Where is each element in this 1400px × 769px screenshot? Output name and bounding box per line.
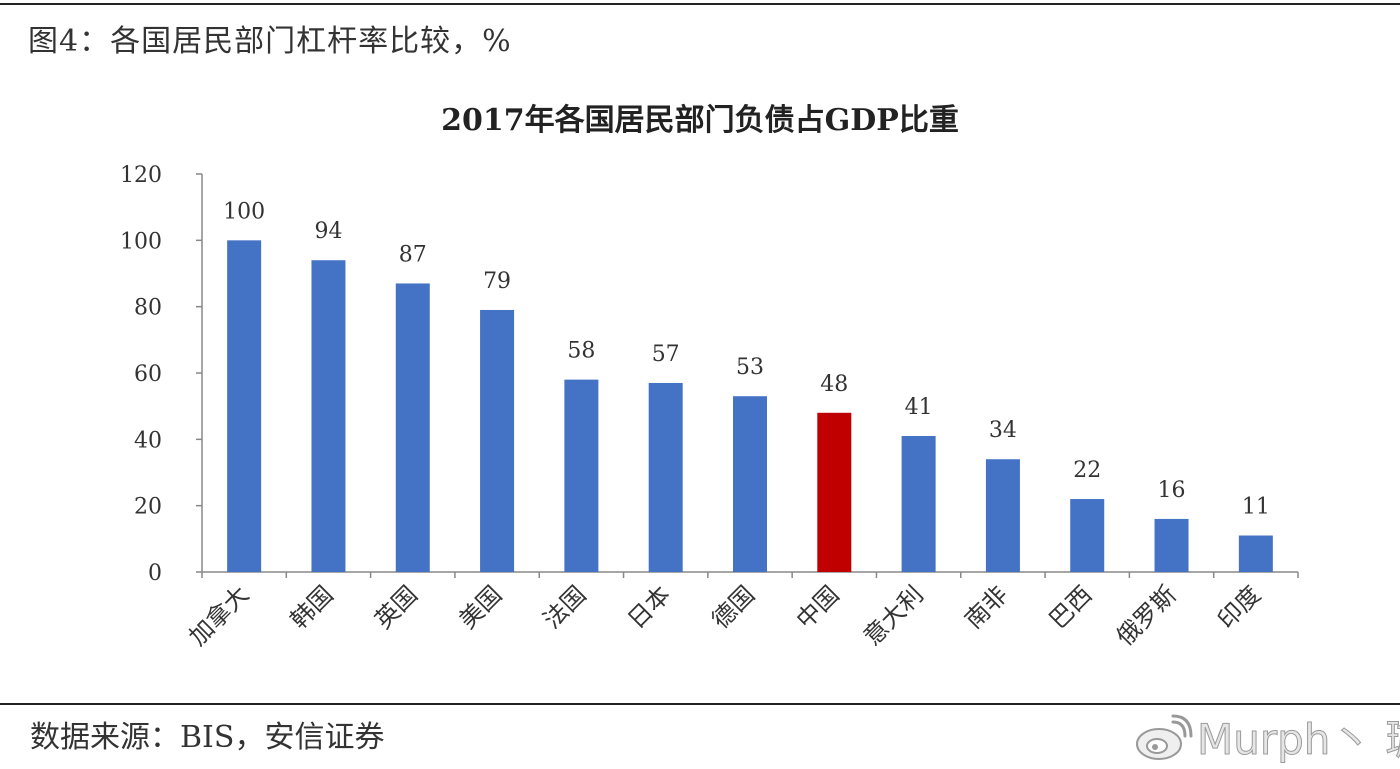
data-label: 100 xyxy=(223,199,265,224)
data-label: 41 xyxy=(905,395,933,420)
x-tick-label: 巴西 xyxy=(1044,580,1098,634)
bar-11 xyxy=(1154,518,1189,572)
figure-label: 图4：各国居民部门杠杆率比较，% xyxy=(28,24,512,59)
data-label: 22 xyxy=(1073,458,1101,483)
data-label: 87 xyxy=(399,242,427,267)
bottom-rule xyxy=(0,703,1400,705)
data-label: 48 xyxy=(820,372,848,397)
bar-9 xyxy=(985,459,1020,572)
weibo-logo-icon xyxy=(1136,714,1193,760)
y-tick-label: 20 xyxy=(134,495,162,520)
bar-0 xyxy=(227,240,262,573)
bar-3 xyxy=(480,309,515,572)
y-tick-label: 80 xyxy=(134,296,162,321)
x-tick-label: 俄罗斯 xyxy=(1111,580,1182,651)
y-tick-label: 0 xyxy=(148,561,162,586)
x-tick-label: 中国 xyxy=(791,580,845,634)
bar-7 xyxy=(817,412,852,572)
data-label: 79 xyxy=(483,269,511,294)
x-tick-label: 美国 xyxy=(454,580,508,634)
x-tick-label: 日本 xyxy=(622,580,676,634)
x-tick-label: 印度 xyxy=(1212,580,1266,634)
bar-chart: 2017年各国居民部门负债占GDP比重 0 20 40 60 80 100 120 100 加… xyxy=(120,103,1299,651)
chart-title: 2017年各国居民部门负债占GDP比重 xyxy=(441,103,959,138)
chart-labels: 100 加拿大 94 韩国 87 英国 79 美国 58 法国 57 日本 53 德国 48 中国 41 意大利 3… xyxy=(184,199,1270,651)
watermark: Murph丶 璇 xyxy=(1133,706,1400,767)
bar-2 xyxy=(395,283,430,572)
x-tick-label: 意大利 xyxy=(858,580,929,651)
data-label: 58 xyxy=(567,339,595,364)
x-tick-label: 英国 xyxy=(369,580,423,634)
data-label: 11 xyxy=(1242,495,1270,520)
x-tick-label: 法国 xyxy=(538,580,592,634)
data-label: 53 xyxy=(736,355,764,380)
data-label: 34 xyxy=(989,418,1017,443)
y-tick-label: 120 xyxy=(120,163,162,188)
bar-12 xyxy=(1238,535,1273,572)
data-label: 94 xyxy=(314,219,342,244)
data-label: 16 xyxy=(1158,478,1186,503)
chart-bars xyxy=(227,240,1273,573)
bar-5 xyxy=(648,382,683,572)
chart-axes: 0 20 40 60 80 100 120 xyxy=(120,163,1299,586)
bar-1 xyxy=(311,260,346,572)
y-tick-label: 100 xyxy=(120,229,162,254)
y-tick-label: 60 xyxy=(134,362,162,387)
top-rule xyxy=(0,3,1400,5)
y-tick-label: 40 xyxy=(134,428,162,453)
x-tick-label: 韩国 xyxy=(285,580,339,634)
watermark-text: Murph丶 璇 xyxy=(1197,715,1400,765)
data-label: 57 xyxy=(652,342,680,367)
source-note: 数据来源：BIS，安信证券 xyxy=(30,720,385,755)
bar-4 xyxy=(564,379,599,572)
bar-10 xyxy=(1070,499,1105,572)
x-tick-label: 南非 xyxy=(959,580,1013,634)
x-tick-label: 加拿大 xyxy=(184,580,255,651)
bar-8 xyxy=(901,436,936,572)
bar-6 xyxy=(733,396,767,572)
x-tick-label: 德国 xyxy=(707,580,761,634)
